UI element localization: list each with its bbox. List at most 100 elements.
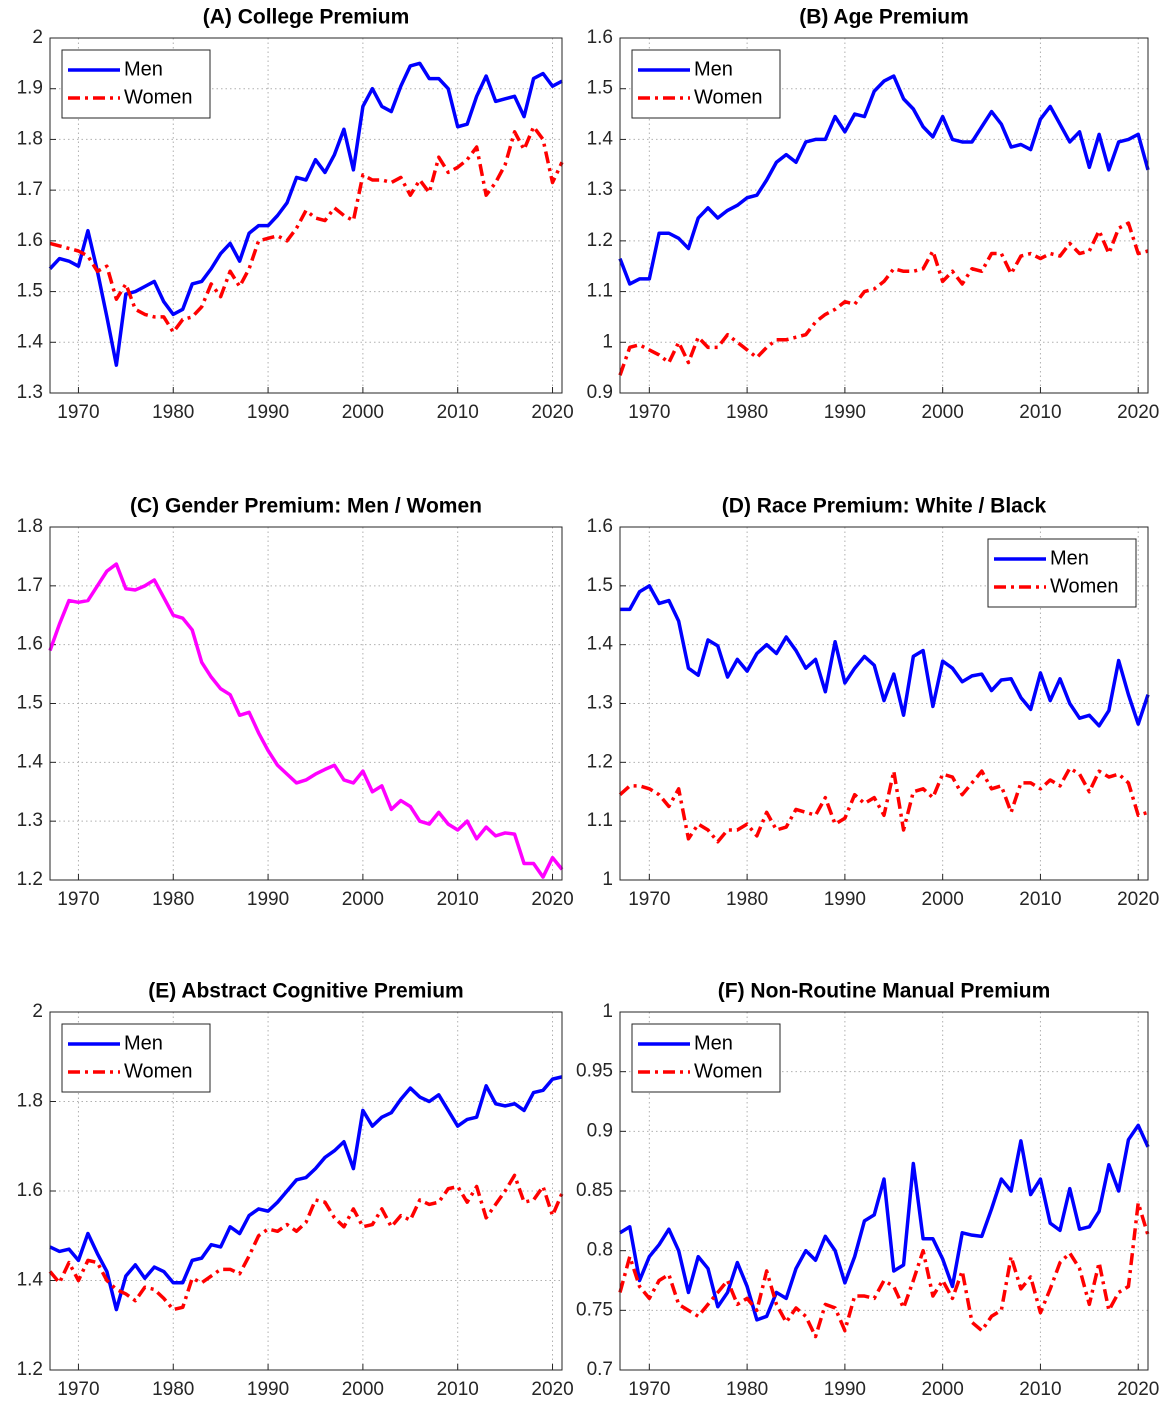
y-tick-label: 1.6: [587, 27, 613, 48]
x-tick-label: 2000: [922, 889, 964, 910]
y-tick-label: 1.5: [587, 575, 613, 596]
panel: 1.2 1.3 1.4 1.5 1.6 1.7 1.8 1970 1980 1990 2000 201…: [17, 495, 574, 910]
axes-box: [619, 1011, 1149, 1371]
x-tick-label: 2020: [531, 1379, 573, 1400]
x-tick-label: 2020: [1117, 889, 1159, 910]
y-tick-label: 1.6: [17, 230, 43, 251]
x-tick-label: 2010: [437, 402, 479, 423]
y-tick-label: 1.7: [17, 179, 43, 200]
panel: 1.2 1.4 1.6 1.8 2 1970 1980 1990 2000 2010 2020 (E)…: [17, 980, 574, 1400]
y-tick-label: 1.8: [17, 1091, 43, 1112]
x-tick-label: 1990: [247, 889, 289, 910]
y-tick-label: 1.3: [17, 382, 43, 403]
y-tick-label: 1.9: [17, 78, 43, 99]
y-tick-label: 1.4: [17, 331, 44, 352]
x-tick-label: 1980: [152, 402, 194, 423]
y-tick-label: 1.7: [17, 575, 43, 596]
legend-label: Men: [694, 58, 733, 80]
x-tick-label: 2010: [437, 889, 479, 910]
chart-title: (B) Age Premium: [799, 6, 969, 29]
panel: 1 1.1 1.2 1.3 1.4 1.5 1.6 1970 1980 1990 2000 2010 2…: [587, 495, 1160, 910]
y-tick-label: 0.85: [576, 1180, 613, 1201]
y-tick-label: 0.9: [587, 1120, 613, 1141]
y-tick-label: 1: [602, 869, 613, 890]
y-tick-label: 1.2: [17, 1359, 43, 1380]
y-tick-label: 1.5: [17, 693, 43, 714]
x-tick-label: 1980: [152, 889, 194, 910]
series-line: [618, 74, 1150, 286]
chart-title: (F) Non-Routine Manual Premium: [718, 980, 1051, 1003]
legend-box: [631, 49, 781, 119]
y-tick-label: 1: [602, 331, 613, 352]
x-tick-label: 2000: [922, 1379, 964, 1400]
series-line: [48, 61, 563, 367]
x-tick-label: 1980: [726, 402, 768, 423]
y-tick-label: 1.4: [17, 1270, 44, 1291]
x-tick-label: 1970: [628, 402, 670, 423]
y-tick-label: 1.1: [587, 281, 613, 302]
series-line: [618, 1201, 1150, 1339]
y-tick-label: 2: [32, 1001, 43, 1022]
chart-title: (E) Abstract Cognitive Premium: [148, 980, 463, 1003]
y-tick-label: 1.2: [587, 751, 613, 772]
y-tick-label: 1.8: [17, 516, 43, 537]
legend-box: [61, 49, 211, 119]
legend-box: [987, 538, 1137, 608]
series-line: [48, 562, 564, 879]
legend-box: [61, 1023, 211, 1093]
legend-label: Men: [694, 1032, 733, 1054]
series-line: [49, 1075, 563, 1312]
y-tick-label: 1.2: [587, 230, 613, 251]
axes-box: [49, 526, 563, 881]
x-tick-label: 2000: [342, 402, 384, 423]
series-line: [48, 1173, 564, 1312]
panel: 1.3 1.4 1.5 1.6 1.7 1.8 1.9 2 1970 1980 1990 2000 20…: [17, 6, 574, 423]
x-tick-label: 1970: [628, 1379, 670, 1400]
chart-title: (D) Race Premium: White / Black: [722, 495, 1047, 518]
legend-label: Women: [1050, 575, 1119, 597]
legend-label: Women: [694, 1060, 763, 1082]
x-tick-label: 1970: [57, 402, 99, 423]
legend-label: Men: [124, 1032, 163, 1054]
axes-box: [49, 37, 563, 394]
y-tick-label: 1.1: [587, 810, 613, 831]
panel: 0.9 1 1.1 1.2 1.3 1.4 1.5 1.6 1970 1980 1990 2000 20…: [587, 6, 1160, 423]
x-tick-label: 1990: [824, 402, 866, 423]
legend-label: Men: [1050, 547, 1089, 569]
y-tick-label: 1.3: [587, 179, 613, 200]
y-tick-label: 1.2: [17, 869, 43, 890]
x-tick-label: 1990: [247, 1379, 289, 1400]
y-tick-label: 0.95: [576, 1061, 613, 1082]
x-tick-label: 2010: [1019, 1379, 1061, 1400]
chart-title: (A) College Premium: [203, 6, 410, 29]
y-tick-label: 1.3: [17, 810, 43, 831]
x-tick-label: 2000: [342, 889, 384, 910]
y-tick-label: 1.6: [17, 634, 43, 655]
x-tick-label: 2010: [1019, 889, 1061, 910]
y-tick-label: 1.4: [587, 634, 614, 655]
panel: 0.7 0.75 0.8 0.85 0.9 0.95 1 1970 1980 1990 2000 20…: [576, 980, 1159, 1400]
series-line: [618, 221, 1149, 376]
x-tick-label: 2000: [922, 402, 964, 423]
x-tick-label: 1970: [57, 889, 99, 910]
legend-label: Women: [694, 86, 763, 108]
x-tick-label: 1990: [247, 402, 289, 423]
axes-box: [619, 526, 1149, 881]
x-tick-label: 2000: [342, 1379, 384, 1400]
y-tick-label: 1.6: [587, 516, 613, 537]
chart-title: (C) Gender Premium: Men / Women: [130, 495, 482, 518]
x-tick-label: 1990: [824, 1379, 866, 1400]
y-tick-label: 0.7: [587, 1359, 613, 1380]
y-tick-label: 0.75: [576, 1299, 613, 1320]
y-tick-label: 1.6: [17, 1180, 43, 1201]
series-line: [620, 584, 1150, 728]
series-line: [619, 1123, 1150, 1322]
y-tick-label: 0.8: [587, 1240, 613, 1261]
plot-area: [50, 527, 562, 880]
y-tick-label: 1.8: [17, 128, 43, 149]
y-tick-label: 1.5: [17, 281, 43, 302]
x-tick-label: 2010: [1019, 402, 1061, 423]
axes-box: [49, 1011, 563, 1371]
y-tick-label: 1.5: [587, 78, 613, 99]
